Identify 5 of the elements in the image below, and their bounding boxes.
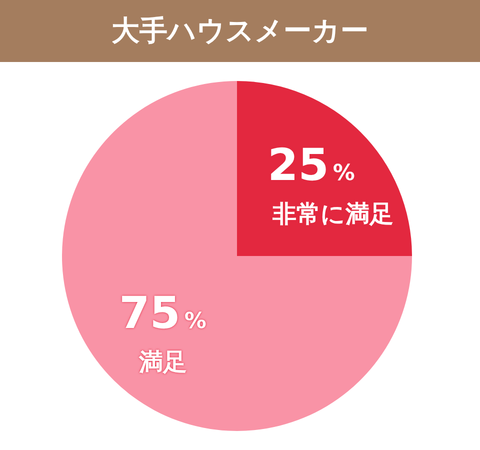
slice-label: 非常に満足 xyxy=(272,200,394,228)
data-label: 25% xyxy=(268,140,355,191)
slice-label: 満足 xyxy=(138,348,187,376)
chart-title: 大手ハウスメーカー xyxy=(0,0,480,62)
data-label: 75% xyxy=(119,288,206,340)
